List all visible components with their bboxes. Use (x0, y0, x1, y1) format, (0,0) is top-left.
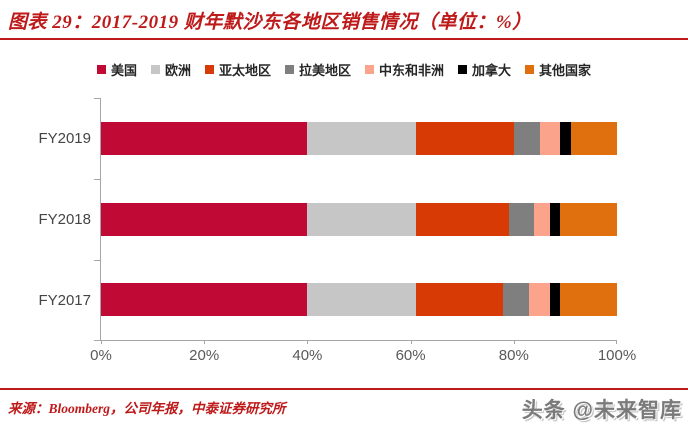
legend-color-swatch (284, 64, 294, 74)
bar-segment-美国 (101, 121, 308, 155)
bar-segment-亚太地区 (415, 121, 514, 155)
figure-footer: 来源：Bloomberg，公司年报，中泰证券研究所 头条 @未来智库 (0, 388, 688, 424)
bar-segment-加拿大 (560, 121, 571, 155)
bar-segment-美国 (101, 202, 308, 236)
figure-title: 图表 29：2017-2019 财年默沙东各地区销售情况（单位：%） (8, 12, 532, 33)
bar-segment-其他国家 (560, 202, 617, 236)
plot-area: 0% 20% 40% 60% 80% 100% (90, 98, 636, 364)
figure-header: 图表 29：2017-2019 财年默沙东各地区销售情况（单位：%） (0, 0, 688, 40)
legend-color-swatch (150, 64, 160, 74)
x-axis-tick (410, 340, 412, 344)
bar-segment-中东和非洲 (529, 283, 550, 317)
x-axis-label: 80% (498, 347, 529, 364)
y-axis-tick (94, 260, 101, 261)
bar-segment-亚太地区 (415, 202, 509, 236)
stacked-bar (101, 121, 617, 155)
legend-item: 其他国家 (525, 60, 591, 79)
x-axis-label: 60% (395, 347, 426, 364)
bar-segment-其他国家 (560, 283, 617, 317)
legend-item: 加拿大 (458, 60, 511, 79)
x-axis-tick (101, 340, 102, 344)
category-label: FY2018 (38, 211, 91, 228)
bar-segment-加拿大 (549, 202, 561, 236)
y-axis-tick (94, 340, 101, 341)
category-label: FY2017 (38, 292, 91, 309)
x-axis-tick (204, 340, 206, 344)
stacked-bar-chart: FY2019 FY2018 FY2017 0% 20% 40% 60% 80% 100% (0, 98, 688, 364)
legend-item: 中东和非洲 (365, 60, 444, 79)
category-labels: FY2019 FY2018 FY2017 (0, 98, 100, 341)
bar-row (101, 98, 617, 179)
legend-label: 中东和非洲 (379, 62, 445, 78)
bar-segment-拉美地区 (513, 121, 540, 155)
stacked-bar (101, 283, 617, 317)
bar-segment-中东和非洲 (539, 121, 561, 155)
x-axis-label: 40% (292, 347, 323, 364)
x-axis-label: 100% (597, 347, 637, 364)
legend-color-swatch (525, 64, 535, 74)
legend-item: 欧洲 (150, 60, 191, 79)
legend-color-swatch (365, 64, 374, 74)
bar-segment-其他国家 (570, 121, 617, 155)
legend-label: 加拿大 (472, 62, 512, 78)
legend-item: 拉美地区 (284, 60, 351, 79)
bar-segment-欧洲 (307, 121, 416, 155)
legend-label: 亚太地区 (218, 62, 271, 78)
x-axis-tick (513, 340, 515, 344)
legend-color-swatch (204, 64, 214, 74)
bar-segment-美国 (101, 283, 308, 317)
legend-label: 其他国家 (539, 62, 592, 78)
x-axis-label: 0% (90, 347, 112, 364)
legend-color-swatch (458, 64, 468, 74)
y-axis-tick (94, 98, 101, 99)
stacked-bar (101, 202, 617, 236)
bar-segment-欧洲 (307, 283, 416, 317)
bar-segment-欧洲 (307, 202, 416, 236)
bar-segment-拉美地区 (503, 283, 530, 317)
legend-item: 亚太地区 (204, 60, 271, 79)
x-axis-label: 20% (189, 347, 220, 364)
x-axis-tick (307, 340, 309, 344)
legend-label: 拉美地区 (298, 62, 351, 78)
bar-row (101, 259, 617, 340)
x-axis-tick (616, 340, 617, 344)
bar-segment-亚太地区 (415, 283, 504, 317)
legend-label: 欧洲 (164, 62, 191, 78)
bar-segment-拉美地区 (508, 202, 535, 236)
legend: 美国 欧洲 亚太地区 拉美地区 中东和非洲 加拿大 其他国家 (0, 57, 688, 81)
bar-row (101, 179, 617, 260)
legend-color-swatch (96, 64, 106, 74)
y-axis-tick (94, 179, 101, 180)
plot-rows (101, 98, 617, 340)
source-text: 来源：Bloomberg，公司年报，中泰证券研究所 (8, 401, 286, 416)
watermark-text: 头条 @未来智库 (521, 399, 682, 422)
bar-segment-中东和非洲 (534, 202, 550, 236)
legend-label: 美国 (110, 62, 137, 78)
category-label: FY2019 (38, 130, 91, 147)
bar-segment-加拿大 (549, 283, 561, 317)
legend-item: 美国 (96, 60, 137, 79)
